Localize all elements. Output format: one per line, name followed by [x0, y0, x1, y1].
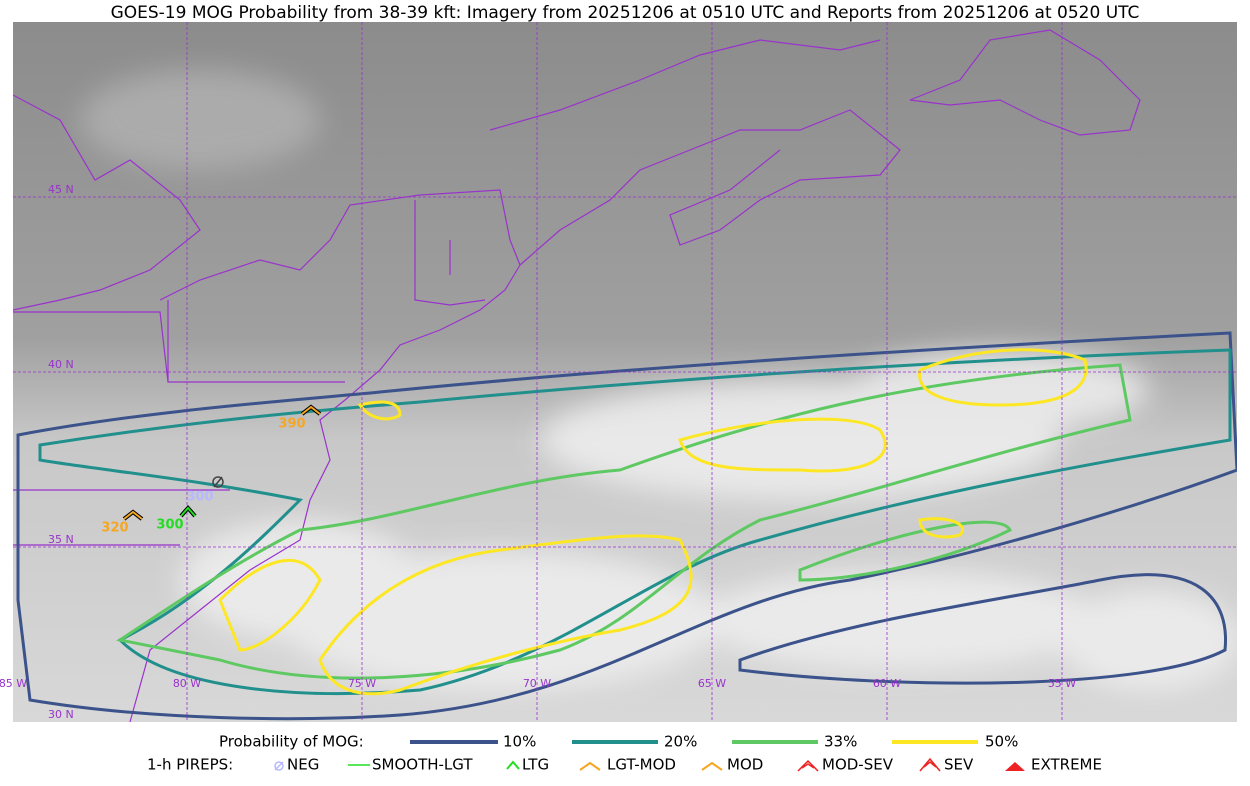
- legend-label: 33%: [824, 733, 857, 751]
- legend-label: LTG: [522, 756, 549, 774]
- legend: Probability of MOG: 1-h PIREPS: 10% 20% 33…: [147, 733, 1102, 774]
- report-altitude: 390: [278, 417, 305, 432]
- report-altitude: 300: [156, 518, 183, 533]
- lon-label: 60 W: [873, 677, 901, 690]
- pirep-icons: [122, 404, 322, 521]
- lat-label: 35 N: [48, 533, 74, 546]
- clouds: [80, 70, 1237, 690]
- lon-label: 65 W: [698, 677, 726, 690]
- lon-label: 85 W: [0, 677, 27, 690]
- lon-label: 75 W: [348, 677, 376, 690]
- title: GOES-19 MOG Probability from 38-39 kft: …: [111, 3, 1140, 23]
- pirep-legend-icons: [274, 757, 1025, 772]
- legend-title: Probability of MOG:: [219, 733, 364, 751]
- lon-label: 80 W: [173, 677, 201, 690]
- lon-label: 55 W: [1048, 677, 1076, 690]
- legend-label: 50%: [985, 733, 1018, 751]
- lat-label: 45 N: [48, 183, 74, 196]
- legend-label: SEV: [944, 756, 974, 774]
- report-altitude: 300: [186, 490, 213, 505]
- legend-title: 1-h PIREPS:: [147, 756, 233, 774]
- lon-label: 70 W: [523, 677, 551, 690]
- graticule: [13, 22, 1237, 722]
- contours: [16, 331, 1237, 721]
- legend-label: SMOOTH-LGT: [372, 756, 473, 774]
- legend-label: 20%: [664, 733, 697, 751]
- lat-label: 40 N: [48, 358, 74, 371]
- coastlines: [13, 29, 1141, 722]
- map-area: [13, 22, 1237, 722]
- legend-label: NEG: [287, 756, 319, 774]
- legend-label: MOD: [727, 756, 763, 774]
- lat-label: 30 N: [48, 708, 74, 721]
- map-labels: 45 N 40 N 35 N 30 N 85 W 80 W 75 W 70 W 65 W 60 W…: [0, 183, 1076, 721]
- legend-label: 10%: [503, 733, 536, 751]
- legend-label: MOD-SEV: [822, 756, 894, 774]
- legend-label: EXTREME: [1031, 756, 1102, 774]
- legend-label: LGT-MOD: [607, 756, 676, 774]
- report-altitude: 320: [101, 521, 128, 536]
